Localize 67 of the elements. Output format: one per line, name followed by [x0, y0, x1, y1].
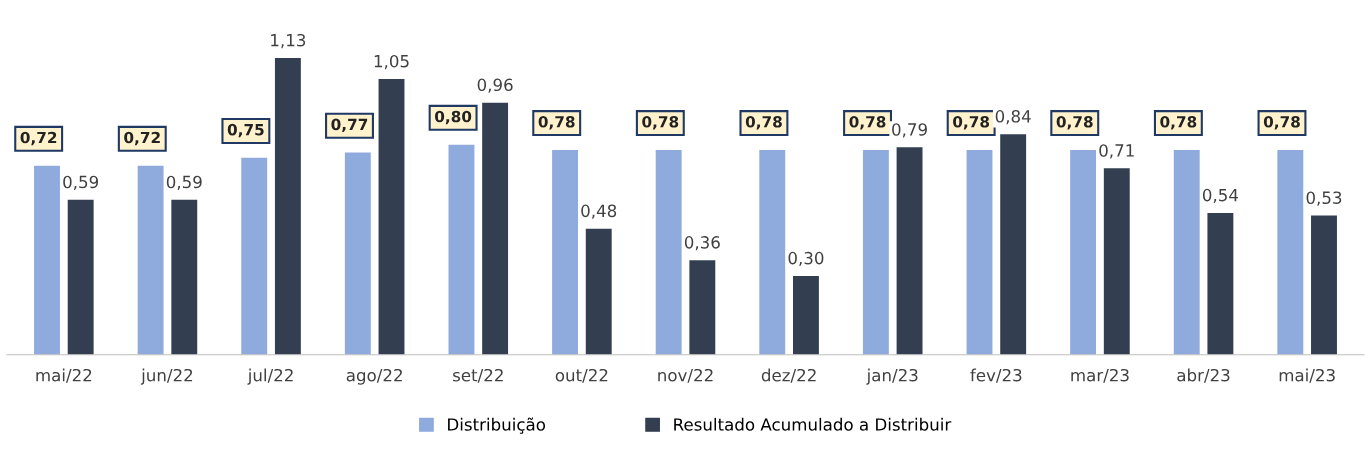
data-label: 0,78 — [953, 115, 990, 130]
bar — [67, 199, 94, 355]
data-label: 0,54 — [1202, 188, 1239, 204]
bar — [689, 260, 716, 355]
x-tick-label: mar/23 — [1071, 368, 1129, 383]
x-tick-label: jun/22 — [140, 368, 193, 385]
bar — [585, 228, 612, 355]
x-tick-label: mai/23 — [1279, 368, 1335, 383]
bar — [552, 149, 578, 355]
x-tick-label: jan/23 — [866, 368, 918, 385]
bar — [896, 147, 923, 355]
bar — [241, 157, 268, 355]
data-label: 0,36 — [684, 236, 720, 251]
data-label: 0,78 — [849, 115, 886, 130]
x-tick-label: mai/22 — [36, 368, 92, 383]
x-tick-label: set/22 — [453, 368, 503, 383]
data-label: 0,59 — [63, 175, 99, 190]
data-label: 0,71 — [1099, 144, 1134, 159]
x-tick-label: ago/22 — [346, 368, 402, 385]
legend-label: Distribuição — [448, 417, 546, 434]
data-label: 1,05 — [374, 54, 409, 70]
bar — [655, 149, 682, 355]
x-tick-label: jul/22 — [247, 368, 293, 385]
bar — [862, 149, 889, 355]
data-label: 0,77 — [331, 118, 368, 133]
data-label: 0,96 — [477, 78, 513, 93]
bar — [344, 152, 371, 355]
data-label: 0,72 — [124, 131, 160, 146]
data-label: 0,72 — [20, 131, 57, 146]
data-label: 0,79 — [892, 123, 927, 138]
bar — [1070, 149, 1097, 355]
bar — [1277, 149, 1304, 355]
bar — [966, 149, 993, 355]
bar — [1000, 134, 1027, 355]
bar — [1103, 168, 1130, 355]
bar — [448, 144, 475, 355]
data-label: 0,78 — [1263, 115, 1300, 130]
x-tick-label: dez/22 — [761, 368, 816, 383]
x-tick-label: fev/23 — [970, 368, 1022, 383]
x-tick-label: out/22 — [555, 368, 608, 383]
bar — [34, 165, 60, 355]
legend-label: Resultado Acumulado a Distribuir — [674, 417, 952, 431]
data-label: 0,48 — [581, 204, 617, 219]
data-label: 0,78 — [642, 115, 679, 130]
bar — [171, 199, 198, 355]
bar — [759, 149, 786, 355]
data-label: 0,53 — [1306, 191, 1342, 206]
bar — [793, 275, 819, 355]
bar — [137, 165, 164, 355]
data-label: 0,80 — [434, 110, 472, 125]
bar — [1311, 215, 1337, 355]
data-label: 0,30 — [788, 251, 824, 267]
data-label: 0,78 — [1056, 115, 1093, 130]
bar — [274, 58, 301, 355]
data-label: 1,13 — [271, 33, 306, 49]
data-label: 0,78 — [538, 115, 575, 130]
data-label: 0,78 — [1160, 115, 1197, 130]
bar — [1207, 212, 1234, 355]
bar — [378, 79, 405, 355]
x-tick-label: nov/22 — [658, 368, 713, 383]
data-label: 0,78 — [745, 115, 782, 130]
data-label: 0,75 — [227, 123, 264, 138]
bar — [1173, 149, 1200, 355]
x-tick-label: abr/23 — [1177, 368, 1230, 383]
data-label: 0,59 — [166, 175, 202, 190]
data-label: 0,84 — [995, 110, 1031, 125]
bar — [482, 102, 509, 355]
